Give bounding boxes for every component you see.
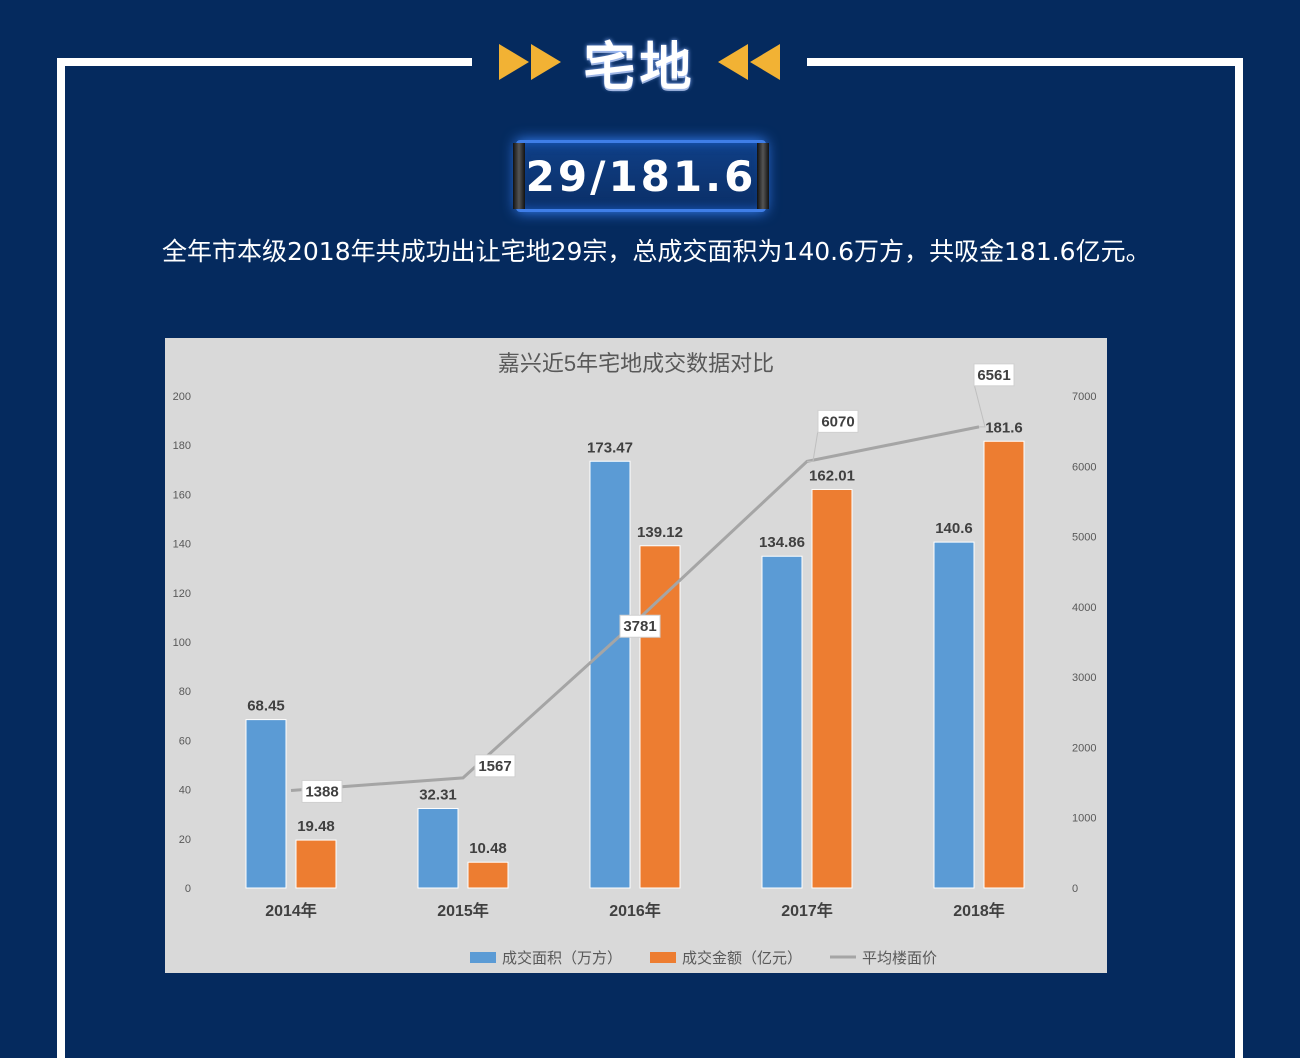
y-left-tick-label: 100 <box>173 637 191 649</box>
bar-area <box>933 541 975 889</box>
arrow-left-icon <box>717 44 748 80</box>
arrow-right-icon <box>531 44 562 80</box>
line-label-box <box>973 363 1015 387</box>
bar-area <box>417 808 459 889</box>
y-left-tick-label: 20 <box>179 834 191 846</box>
y-left-tick-label: 40 <box>179 785 191 797</box>
x-tick-label: 2015年 <box>437 901 489 920</box>
y-right-tick-label: 1000 <box>1072 813 1096 825</box>
bar-data-label: 10.48 <box>469 840 507 857</box>
bar-data-label: 139.12 <box>637 524 683 541</box>
bar-data-label: 140.6 <box>935 520 973 537</box>
y-left-tick-label: 0 <box>185 883 191 895</box>
bar-area <box>589 460 631 889</box>
line-label-box <box>619 614 661 638</box>
line-label-leader <box>973 383 986 428</box>
line-label-box <box>301 779 343 803</box>
bar-data-label: 134.86 <box>759 534 805 551</box>
highlight-badge: 29/181.6 <box>513 140 769 212</box>
x-tick-label: 2014年 <box>265 901 317 920</box>
section-title: 宅地 <box>583 37 696 98</box>
arrow-left-icon <box>749 44 780 80</box>
chart: 嘉兴近5年宅地成交数据对比 0 20 40 60 80 100 120 140 160 180 200… <box>165 338 1107 973</box>
bar-data-label: 173.47 <box>587 439 633 456</box>
y-right-tick-label: 6000 <box>1072 461 1096 473</box>
bar-area <box>245 719 287 889</box>
legend-label: 成交金额（亿元） <box>682 949 802 967</box>
y-left-tick-label: 200 <box>173 391 191 403</box>
x-tick-label: 2018年 <box>953 901 1005 920</box>
y-left-tick-label: 60 <box>179 735 191 747</box>
y-right-tick-label: 2000 <box>1072 742 1096 754</box>
line-label-box <box>817 409 859 433</box>
line-data-label: 1567 <box>478 758 511 775</box>
bar-amount <box>811 488 853 889</box>
arrow-right-icon <box>499 44 530 80</box>
badge-cap-right <box>757 143 769 209</box>
badge-cap-left <box>513 143 525 209</box>
legend-label: 成交面积（万方） <box>502 949 622 967</box>
y-left-tick-label: 120 <box>173 588 191 600</box>
line-data-label: 1388 <box>305 783 338 800</box>
section-title-bar: 宅地 <box>472 22 807 102</box>
bar-area <box>761 555 803 889</box>
y-left-tick-label: 140 <box>173 539 191 551</box>
highlight-value: 29/181.6 <box>525 151 757 201</box>
bar-amount <box>639 545 681 889</box>
y-right-tick-label: 5000 <box>1072 532 1096 544</box>
line-label-leader <box>807 430 819 462</box>
bar-data-label: 162.01 <box>809 467 855 484</box>
y-right-tick-label: 7000 <box>1072 391 1096 403</box>
legend-label: 平均楼面价 <box>862 950 937 967</box>
legend-swatch <box>650 952 676 963</box>
y-left-tick-label: 80 <box>179 686 191 698</box>
bar-data-label: 181.6 <box>985 419 1023 436</box>
x-tick-label: 2017年 <box>781 901 833 920</box>
summary-paragraph: 全年市本级2018年共成功出让宅地29宗，总成交面积为140.6万方，共吸金18… <box>162 237 1151 266</box>
y-left-tick-label: 180 <box>173 440 191 452</box>
bar-amount <box>295 839 337 889</box>
line-data-label: 3781 <box>623 618 656 635</box>
y-left-tick-label: 160 <box>173 489 191 501</box>
y-right-tick-label: 0 <box>1072 883 1078 895</box>
y-right-tick-label: 3000 <box>1072 672 1096 684</box>
line-data-label: 6070 <box>821 413 854 430</box>
bar-amount <box>983 440 1025 889</box>
chart-title: 嘉兴近5年宅地成交数据对比 <box>498 351 774 376</box>
legend-swatch <box>470 952 496 963</box>
bar-data-label: 32.31 <box>419 787 457 804</box>
y-right-tick-label: 4000 <box>1072 602 1096 614</box>
bar-data-label: 68.45 <box>247 698 285 715</box>
x-tick-label: 2016年 <box>609 901 661 920</box>
bar-amount <box>467 861 509 889</box>
line-data-label: 6561 <box>977 367 1010 384</box>
line-label-box <box>474 754 516 778</box>
bar-data-label: 19.48 <box>297 818 335 835</box>
